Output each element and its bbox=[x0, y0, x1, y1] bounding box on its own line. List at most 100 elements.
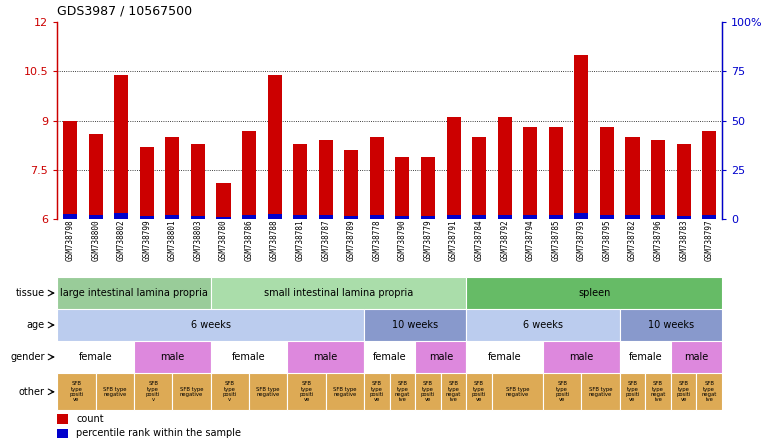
Text: 6 weeks: 6 weeks bbox=[523, 320, 563, 330]
Text: GSM738798: GSM738798 bbox=[66, 219, 75, 261]
Text: female: female bbox=[488, 352, 522, 362]
Bar bbox=[646, 373, 671, 410]
Text: SFB
type
positi
ve: SFB type positi ve bbox=[370, 381, 384, 402]
Bar bbox=[57, 373, 96, 410]
Bar bbox=[325, 373, 364, 410]
Bar bbox=[364, 373, 390, 410]
Bar bbox=[421, 157, 435, 219]
Text: other: other bbox=[18, 387, 44, 397]
Text: SFB
type
negat
ive: SFB type negat ive bbox=[650, 381, 665, 402]
Bar bbox=[114, 214, 128, 219]
Text: 6 weeks: 6 weeks bbox=[191, 320, 231, 330]
Bar bbox=[173, 373, 211, 410]
Text: male: male bbox=[429, 352, 453, 362]
Bar bbox=[370, 215, 384, 219]
Text: SFB
type
negat
ive: SFB type negat ive bbox=[446, 381, 461, 402]
Bar bbox=[191, 216, 205, 219]
Text: SFB
type
positi
ve: SFB type positi ve bbox=[421, 381, 435, 402]
Bar bbox=[319, 215, 333, 219]
Text: GSM738787: GSM738787 bbox=[321, 219, 330, 261]
Text: SFB type
negative: SFB type negative bbox=[103, 387, 127, 397]
Bar bbox=[134, 373, 173, 410]
Text: GSM738795: GSM738795 bbox=[603, 219, 611, 261]
Text: GSM738783: GSM738783 bbox=[679, 219, 688, 261]
Bar bbox=[702, 131, 716, 219]
Bar bbox=[620, 373, 646, 410]
Text: female: female bbox=[232, 352, 266, 362]
Bar bbox=[89, 215, 102, 219]
Bar bbox=[549, 127, 563, 219]
Text: count: count bbox=[76, 414, 104, 424]
Bar bbox=[211, 278, 466, 309]
Bar bbox=[492, 373, 543, 410]
Bar bbox=[57, 414, 68, 424]
Text: GSM738796: GSM738796 bbox=[653, 219, 662, 261]
Text: female: female bbox=[373, 352, 406, 362]
Bar bbox=[575, 214, 588, 219]
Text: age: age bbox=[27, 320, 44, 330]
Bar bbox=[211, 341, 287, 373]
Bar bbox=[671, 341, 722, 373]
Bar bbox=[543, 341, 620, 373]
Text: SFB type
negative: SFB type negative bbox=[506, 387, 529, 397]
Text: SFB type
negative: SFB type negative bbox=[589, 387, 612, 397]
Bar bbox=[211, 373, 249, 410]
Text: GSM738790: GSM738790 bbox=[398, 219, 407, 261]
Text: tissue: tissue bbox=[15, 288, 44, 298]
Text: GSM738780: GSM738780 bbox=[219, 219, 228, 261]
Bar bbox=[242, 215, 256, 219]
Bar bbox=[140, 147, 154, 219]
Bar bbox=[96, 373, 134, 410]
Text: SFB
type
positi
v: SFB type positi v bbox=[222, 381, 237, 402]
Bar bbox=[497, 215, 512, 219]
Text: SFB
type
positi
ve: SFB type positi ve bbox=[676, 381, 691, 402]
Bar bbox=[415, 373, 441, 410]
Text: gender: gender bbox=[10, 352, 44, 362]
Bar bbox=[466, 278, 722, 309]
Bar bbox=[287, 341, 364, 373]
Text: small intestinal lamina propria: small intestinal lamina propria bbox=[264, 288, 413, 298]
Bar bbox=[626, 137, 639, 219]
Bar bbox=[249, 373, 287, 410]
Bar bbox=[267, 75, 282, 219]
Bar bbox=[114, 75, 128, 219]
Bar bbox=[620, 341, 671, 373]
Text: percentile rank within the sample: percentile rank within the sample bbox=[76, 428, 241, 438]
Bar bbox=[651, 140, 665, 219]
Bar bbox=[63, 214, 77, 219]
Bar bbox=[575, 55, 588, 219]
Bar bbox=[63, 121, 77, 219]
Bar bbox=[466, 309, 620, 341]
Text: GSM738802: GSM738802 bbox=[117, 219, 126, 261]
Bar bbox=[600, 215, 614, 219]
Bar bbox=[57, 429, 68, 438]
Bar bbox=[600, 127, 614, 219]
Bar bbox=[216, 183, 231, 219]
Bar bbox=[293, 215, 307, 219]
Bar bbox=[446, 215, 461, 219]
Bar bbox=[57, 278, 211, 309]
Text: large intestinal lamina propria: large intestinal lamina propria bbox=[60, 288, 208, 298]
Text: GSM738782: GSM738782 bbox=[628, 219, 637, 261]
Text: male: male bbox=[313, 352, 338, 362]
Text: SFB type
negative: SFB type negative bbox=[180, 387, 203, 397]
Bar bbox=[441, 373, 466, 410]
Text: GSM738784: GSM738784 bbox=[474, 219, 484, 261]
Bar bbox=[364, 341, 415, 373]
Bar bbox=[57, 341, 134, 373]
Bar bbox=[620, 309, 722, 341]
Text: GSM738788: GSM738788 bbox=[270, 219, 279, 261]
Text: male: male bbox=[160, 352, 184, 362]
Text: GSM738781: GSM738781 bbox=[296, 219, 305, 261]
Text: SFB
type
positi
ve: SFB type positi ve bbox=[299, 381, 314, 402]
Text: GSM738779: GSM738779 bbox=[423, 219, 432, 261]
Text: SFB type
negative: SFB type negative bbox=[333, 387, 357, 397]
Bar bbox=[216, 217, 231, 219]
Bar bbox=[466, 341, 543, 373]
Bar bbox=[165, 215, 180, 219]
Bar bbox=[677, 144, 691, 219]
Text: GSM738789: GSM738789 bbox=[347, 219, 356, 261]
Text: SFB
type
positi
ve: SFB type positi ve bbox=[625, 381, 639, 402]
Bar bbox=[472, 137, 486, 219]
Bar bbox=[242, 131, 256, 219]
